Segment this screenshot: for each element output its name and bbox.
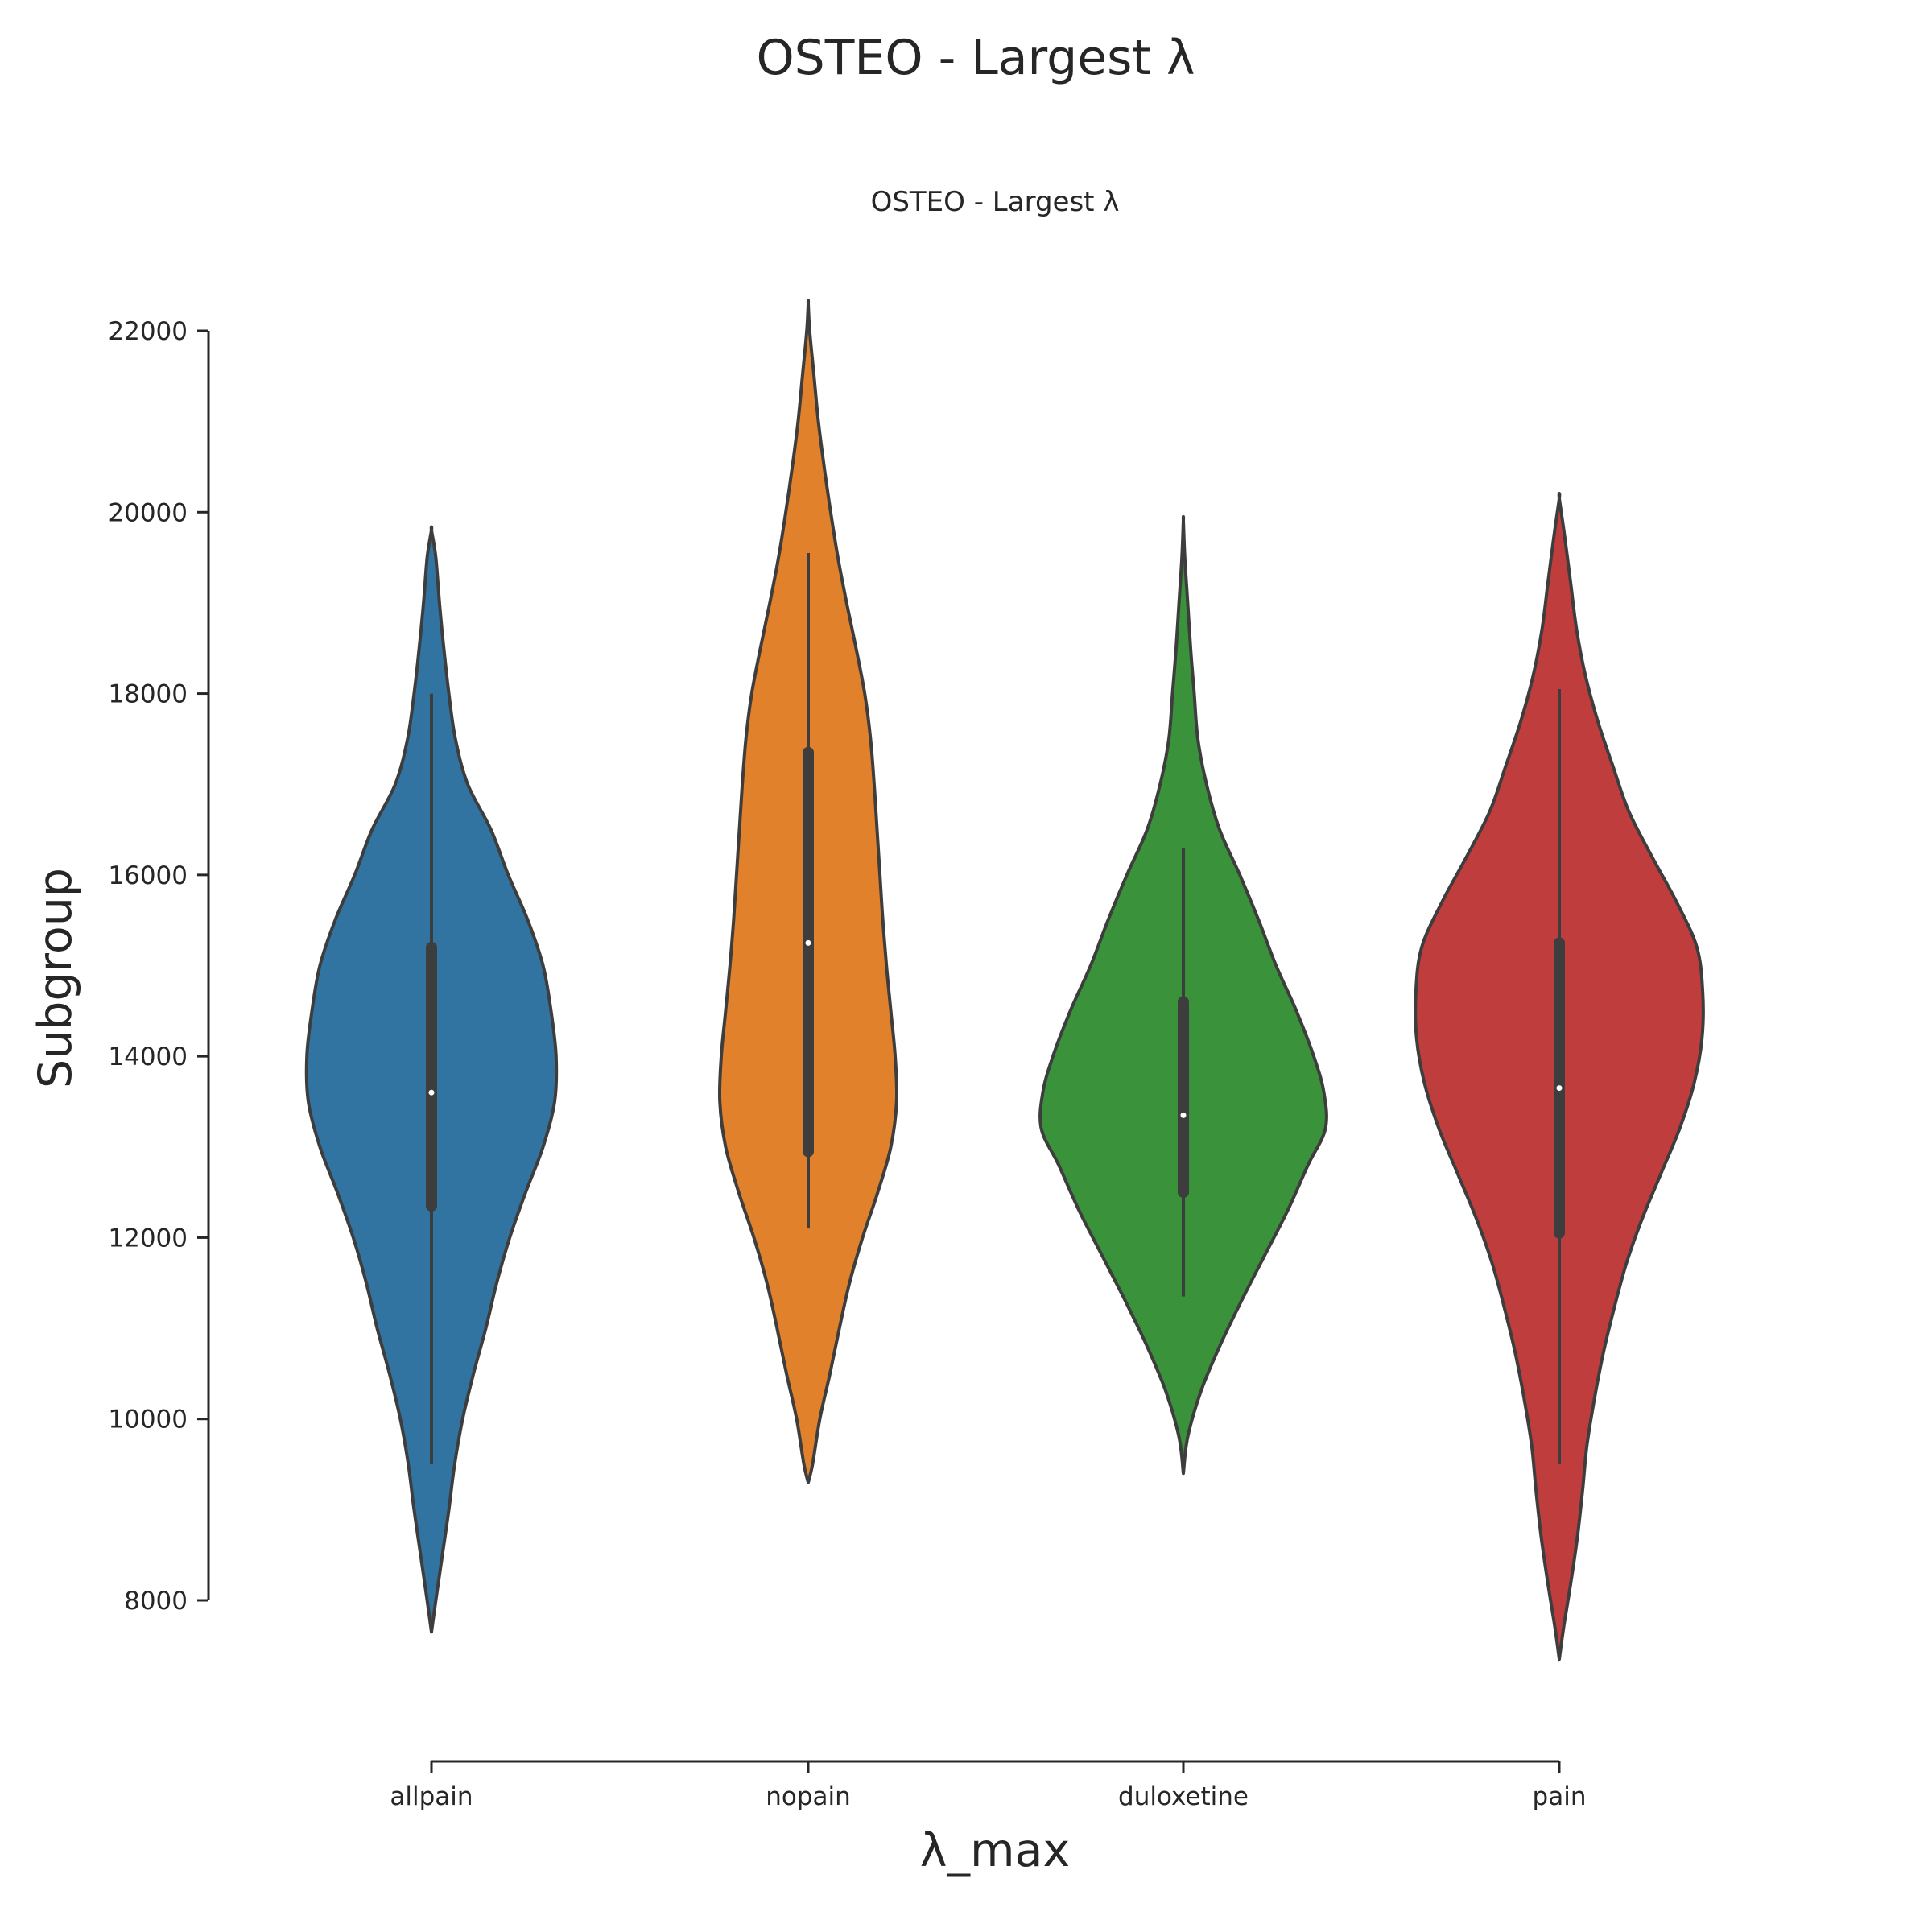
y-tick-label: 8000 bbox=[124, 1587, 188, 1616]
x-axis-label: λ_max bbox=[920, 1824, 1070, 1877]
y-tick-label: 22000 bbox=[108, 317, 188, 346]
y-tick-label: 14000 bbox=[108, 1042, 188, 1071]
median-dot-duloxetine bbox=[1180, 1112, 1187, 1118]
x-tick-label-nopain: nopain bbox=[766, 1782, 851, 1811]
x-tick-label-pain: pain bbox=[1533, 1782, 1587, 1811]
y-tick-label: 10000 bbox=[108, 1406, 188, 1435]
y-tick-label: 20000 bbox=[108, 498, 188, 527]
y-tick-label: 16000 bbox=[108, 861, 188, 890]
median-dot-allpain bbox=[428, 1089, 435, 1096]
figure-suptitle: OSTEO - Largest λ bbox=[756, 30, 1195, 86]
violin-layer bbox=[304, 299, 1705, 1662]
x-axis: allpain nopain duloxetine pain bbox=[390, 1760, 1587, 1811]
x-tick-label-duloxetine: duloxetine bbox=[1118, 1782, 1249, 1811]
median-dot-nopain bbox=[805, 939, 811, 946]
y-tick-label: 12000 bbox=[108, 1224, 188, 1253]
y-tick-label: 18000 bbox=[108, 680, 188, 709]
y-axis: 8000 10000 12000 14000 16000 18000 20000 22000 bbox=[108, 317, 210, 1616]
x-tick-label-allpain: allpain bbox=[390, 1782, 473, 1811]
median-dot-pain bbox=[1556, 1085, 1563, 1092]
chart-title: OSTEO - Largest λ bbox=[871, 186, 1120, 218]
y-axis-label: Subgroup bbox=[29, 868, 82, 1088]
box-layer bbox=[426, 552, 1565, 1465]
